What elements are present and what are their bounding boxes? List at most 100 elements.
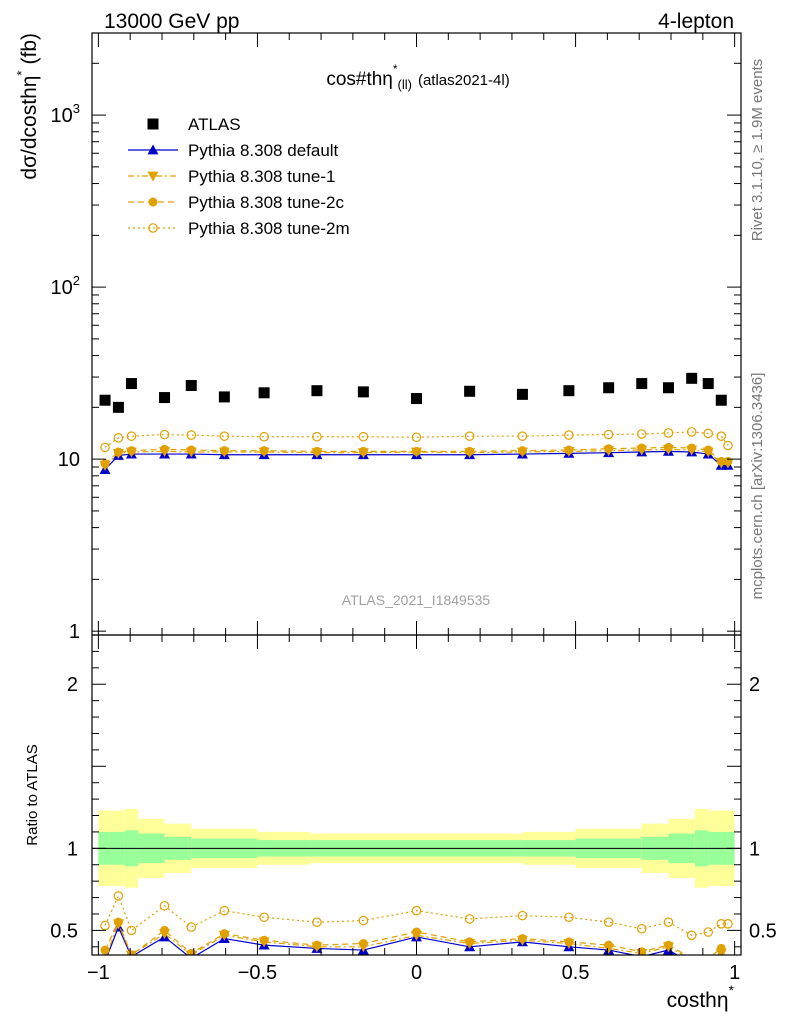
ratio-data-point <box>564 912 574 923</box>
main-data-point <box>604 444 614 454</box>
ratio-data-point <box>126 950 136 955</box>
main-data-point <box>716 431 727 441</box>
ratio-data-point <box>126 925 137 936</box>
main-data-point <box>715 394 727 406</box>
ratio-data-point <box>716 919 727 929</box>
ratio-data-point <box>716 943 726 953</box>
y-tick-label-base: 10 <box>51 105 73 127</box>
main-data-point <box>159 429 170 440</box>
main-series-0 <box>99 372 727 413</box>
main-data-point <box>603 429 614 440</box>
y-tick-label-base: 10 <box>51 277 73 299</box>
main-data-point <box>465 446 475 456</box>
rivet-info: Rivet 3.1.10, ≥ 1.9M events <box>749 59 766 242</box>
main-data-point <box>312 446 322 456</box>
main-data-point <box>185 379 197 391</box>
main-data-point <box>160 444 170 454</box>
legend-marker <box>147 171 159 182</box>
main-data-point <box>311 385 323 397</box>
main-x-ticks <box>97 33 736 635</box>
y-tick-label-base: 10 <box>58 449 80 471</box>
analysis-watermark: ATLAS_2021_I1849535 <box>342 592 491 608</box>
ratio-plot-area <box>100 891 733 955</box>
main-data-point <box>636 378 648 390</box>
legend-label: Pythia 8.308 tune-2m <box>188 219 350 238</box>
main-title: cos#thη*(ll) (atlas2021-4l) <box>326 62 509 92</box>
main-data-point <box>517 446 527 456</box>
ratio-x-axis: −1 −0.5 0 0.5 1 <box>87 635 740 984</box>
main-data-point <box>112 401 124 413</box>
ratio-data-point <box>723 919 733 929</box>
y-tick-label: 103 <box>51 101 80 127</box>
main-data-point <box>358 446 368 456</box>
ratio-data-point <box>564 937 574 947</box>
main-data-point <box>662 382 674 394</box>
ratio-data-point <box>312 917 322 927</box>
main-y-axis-label: dσ/dcosthη*(fb) <box>14 33 41 180</box>
main-data-point <box>564 445 574 455</box>
main-series-line <box>104 450 728 470</box>
ratio-data-point <box>517 910 528 921</box>
legend-marker <box>147 144 159 155</box>
ratio-data-point <box>663 917 674 927</box>
legend-marker <box>148 223 158 233</box>
x-axis-label: costhη* <box>667 982 735 1012</box>
ratio-y-tick-label-left: 1 <box>67 838 78 860</box>
main-data-point <box>411 432 422 443</box>
ratio-data-point <box>411 905 422 916</box>
legend-label: Pythia 8.308 default <box>188 141 339 160</box>
ratio-data-point <box>686 930 697 941</box>
ratio-series-line <box>105 922 724 955</box>
main-data-point <box>563 385 575 397</box>
ratio-data-point <box>464 914 475 924</box>
ratio-data-point <box>259 935 269 945</box>
main-data-point <box>100 442 110 453</box>
legend: ATLAS Pythia 8.308 default Pythia 8.308 tu… <box>128 115 350 238</box>
x-tick-label: 1 <box>729 962 740 984</box>
ratio-y-axis: 0.5 0.5 1 1 2 2 <box>50 650 777 948</box>
header-left: 13000 GeV pp <box>104 10 239 33</box>
ratio-data-point <box>186 922 197 932</box>
y-tick-label-exponent: 2 <box>73 273 80 288</box>
ratio-data-point <box>100 945 110 955</box>
main-data-point <box>723 456 733 466</box>
main-data-point <box>113 433 124 443</box>
ratio-data-point <box>113 891 124 901</box>
y-tick-label-base: 1 <box>69 621 80 643</box>
ratio-data-point <box>113 917 123 927</box>
ratio-data-point <box>517 934 527 944</box>
main-data-point <box>259 446 269 456</box>
main-data-point <box>312 431 322 442</box>
ratio-data-point <box>159 900 170 911</box>
ratio-y-tick-label-left: 2 <box>67 674 78 696</box>
main-data-point <box>702 378 714 390</box>
main-series-line <box>104 446 728 465</box>
ratio-y-tick-label-right: 0.5 <box>749 920 777 942</box>
ratio-data-point <box>358 939 368 949</box>
main-series-3 <box>100 442 733 469</box>
main-data-point <box>358 431 369 442</box>
main-data-point <box>687 443 697 453</box>
main-data-point <box>686 427 697 437</box>
legend-marker <box>148 197 158 207</box>
ratio-data-point <box>186 948 196 955</box>
main-data-point <box>219 446 229 456</box>
main-data-point <box>663 442 673 452</box>
main-data-point <box>259 431 269 442</box>
main-data-point <box>564 430 574 440</box>
mcplots-info: mcplots.cern.ch [arXiv:1306.3436] <box>749 373 766 600</box>
x-tick-label: 0.5 <box>562 962 590 984</box>
ratio-data-point <box>219 929 229 939</box>
x-tick-label: 0 <box>411 962 422 984</box>
main-data-point <box>186 430 197 440</box>
ratio-data-point <box>160 925 170 935</box>
main-data-point <box>219 431 230 441</box>
ratio-series-3 <box>100 891 733 941</box>
main-data-point <box>603 382 615 394</box>
main-data-point <box>663 428 674 438</box>
legend-label: ATLAS <box>188 115 241 134</box>
ratio-data-point <box>603 917 614 927</box>
y-tick-label: 10 <box>58 449 80 471</box>
main-data-point <box>159 392 171 404</box>
